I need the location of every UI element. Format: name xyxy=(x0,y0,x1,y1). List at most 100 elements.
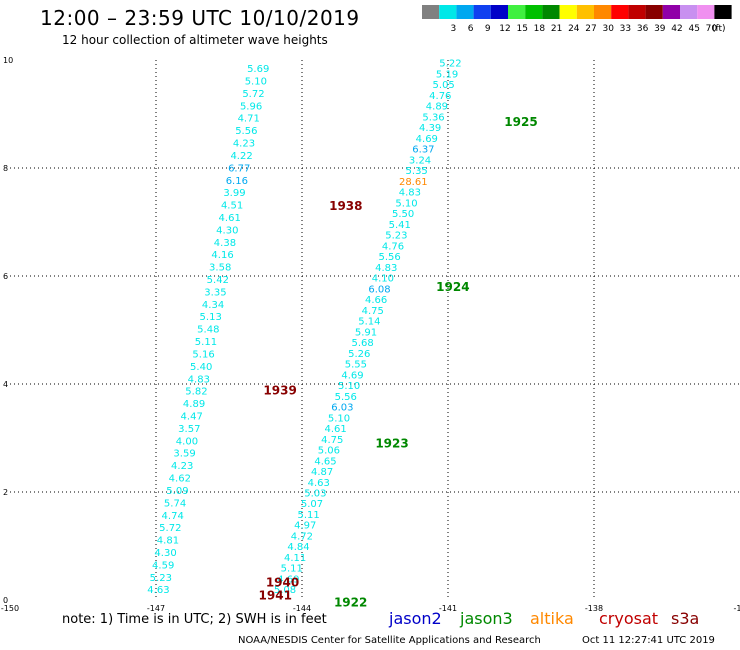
swh-value: 4.75 xyxy=(321,435,343,446)
swh-value: 5.13 xyxy=(200,312,222,323)
swh-value: 5.69 xyxy=(247,64,269,75)
legend-unit: (ft) xyxy=(712,24,726,34)
legend-swatch xyxy=(439,5,457,19)
swh-value: 4.74 xyxy=(162,511,184,522)
legend-label: 39 xyxy=(654,24,666,34)
swh-value: 6.77 xyxy=(228,163,250,174)
swh-value: 4.22 xyxy=(230,151,252,162)
y-tick-label: 2 xyxy=(3,488,8,497)
swh-value: 4.00 xyxy=(176,436,198,447)
swh-value: 5.19 xyxy=(436,69,458,80)
swh-value: 5.56 xyxy=(379,252,401,263)
y-tick-label: 4 xyxy=(3,380,8,389)
swh-value: 5.05 xyxy=(433,80,455,91)
swh-value: 5.48 xyxy=(197,325,219,336)
legend-swatch xyxy=(628,5,646,19)
x-tick-label: -147 xyxy=(147,604,165,613)
swh-value: 4.76 xyxy=(429,91,451,102)
pass-time-label: 1922 xyxy=(334,596,367,610)
swh-value: 4.87 xyxy=(311,467,333,478)
swh-value: 5.35 xyxy=(406,166,428,177)
legend-label: 27 xyxy=(585,24,596,34)
legend-label: 36 xyxy=(637,24,649,34)
swh-value: 5.11 xyxy=(281,564,303,575)
swh-value: 5.72 xyxy=(159,523,181,534)
swh-value: 3.24 xyxy=(409,155,431,166)
legend-label: 33 xyxy=(620,24,631,34)
swh-value: 5.72 xyxy=(242,89,264,100)
swh-value: 4.72 xyxy=(291,531,313,542)
swh-value: 4.71 xyxy=(238,114,260,125)
swh-value: 4.81 xyxy=(157,536,179,547)
x-tick-label: -150 xyxy=(1,604,19,613)
swh-value: 4.61 xyxy=(219,213,241,224)
legend-swatch xyxy=(680,5,698,19)
x-tick-label: -138 xyxy=(585,604,603,613)
legend-label: 15 xyxy=(516,24,527,34)
swh-value: 6.37 xyxy=(412,145,434,156)
swh-value: 5.10 xyxy=(245,77,267,88)
swh-value: 5.08 xyxy=(274,585,296,596)
swh-value: 4.10 xyxy=(372,274,394,285)
footer-credits: NOAA/NESDIS Center for Satellite Applica… xyxy=(238,635,541,646)
swh-value: 4.83 xyxy=(399,188,421,199)
swh-value: 3.99 xyxy=(223,188,245,199)
swh-value: 4.69 xyxy=(341,370,363,381)
legend-swatch xyxy=(611,5,629,19)
mission-altika: altika xyxy=(530,609,574,628)
swh-value: 4.76 xyxy=(382,241,404,252)
swh-value: 4.97 xyxy=(294,521,316,532)
swh-value: 4.39 xyxy=(419,123,441,134)
legend-swatch xyxy=(473,5,491,19)
legend-label: 3 xyxy=(451,24,457,34)
swh-value: 5.09 xyxy=(166,486,188,497)
swh-value: 3.35 xyxy=(204,287,226,298)
legend-swatch xyxy=(576,5,594,19)
legend-label: 24 xyxy=(568,24,580,34)
swh-value: 5.36 xyxy=(422,112,444,123)
y-tick-label: 6 xyxy=(3,272,8,281)
swh-value: 5.40 xyxy=(190,362,212,373)
swh-value: 5.22 xyxy=(439,59,461,70)
swh-value: 5.26 xyxy=(348,349,370,360)
pass-time-label: 1941 xyxy=(259,589,292,603)
swh-value: 5.14 xyxy=(358,317,380,328)
legend-label: 30 xyxy=(602,24,614,34)
page-title: 12:00 – 23:59 UTC 10/10/2019 xyxy=(40,6,360,30)
legend-label: 42 xyxy=(671,24,682,34)
swh-value: 5.11 xyxy=(297,510,319,521)
swh-value: 3.58 xyxy=(209,263,231,274)
swh-value: 5.42 xyxy=(207,275,229,286)
swh-value: 5.55 xyxy=(345,360,367,371)
chart-axes: -150 -147 -144 -141 -138 -13 0 2 4 6 8 10 xyxy=(1,56,740,613)
swh-value: 5.23 xyxy=(385,231,407,242)
legend-swatch xyxy=(542,5,560,19)
legend-swatch xyxy=(456,5,474,19)
legend-swatch xyxy=(662,5,680,19)
x-tick-label: -141 xyxy=(439,604,457,613)
chart-grid xyxy=(10,60,740,600)
swh-value: 5.03 xyxy=(304,488,326,499)
legend-swatch xyxy=(490,5,508,19)
legend-swatch xyxy=(508,5,526,19)
mission-jason3: jason3 xyxy=(460,609,513,628)
swh-value: 5.41 xyxy=(389,220,411,231)
swh-value: 4.83 xyxy=(188,374,210,385)
legend-swatch xyxy=(714,5,732,19)
pass-time-label: 1939 xyxy=(263,383,296,397)
swh-value: 4.51 xyxy=(221,201,243,212)
x-tick-label: -144 xyxy=(293,604,311,613)
swh-value: 5.96 xyxy=(240,101,262,112)
swh-value: 4.63 xyxy=(308,478,330,489)
legend-label: 6 xyxy=(468,24,474,34)
swh-value: 4.89 xyxy=(426,102,448,113)
pass-time-label: 1924 xyxy=(436,280,469,294)
swh-value: 5.10 xyxy=(338,381,360,392)
swh-value: 5.10 xyxy=(328,413,350,424)
swh-value: 4.59 xyxy=(152,560,174,571)
swh-value: 4.16 xyxy=(211,250,233,261)
swh-value: 6.16 xyxy=(226,176,248,187)
swh-value: 4.23 xyxy=(171,461,193,472)
swh-value: 5.10 xyxy=(395,198,417,209)
